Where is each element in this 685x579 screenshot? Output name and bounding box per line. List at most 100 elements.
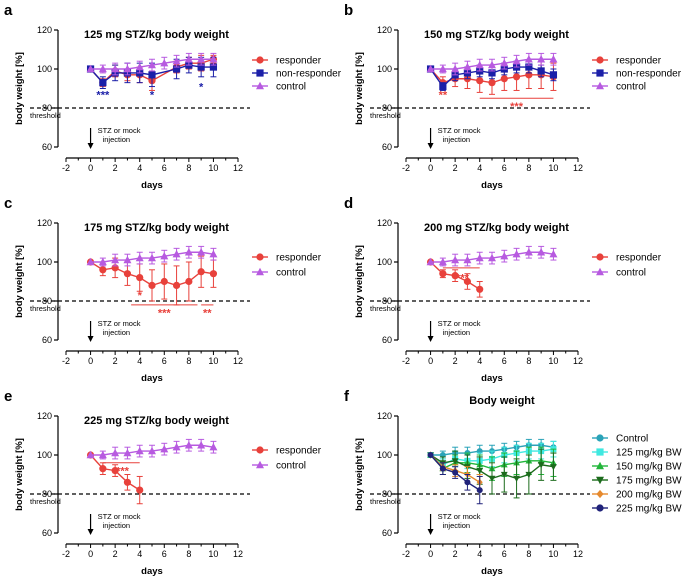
data-point — [476, 77, 484, 85]
data-point — [99, 266, 107, 274]
data-point — [513, 475, 520, 482]
data-point — [464, 479, 471, 486]
panel-letter: e — [4, 388, 12, 405]
chart-title: 125 mg STZ/kg body weight — [84, 29, 229, 41]
y-axis-label: body weight [%] — [14, 245, 25, 318]
data-point — [185, 277, 193, 286]
x-tick-label: 12 — [233, 356, 243, 366]
legend-label: control — [616, 268, 646, 279]
data-point — [439, 465, 446, 472]
legend-label: 125 mg/kg BW — [616, 448, 682, 459]
data-point — [488, 253, 496, 262]
x-tick-label: 10 — [208, 163, 218, 173]
legend-marker — [256, 56, 264, 64]
data-point — [111, 64, 120, 73]
data-point — [550, 464, 557, 471]
data-point — [438, 257, 447, 266]
data-point — [476, 487, 483, 494]
x-tick-label: -2 — [62, 163, 70, 173]
x-tick-label: 12 — [233, 163, 243, 173]
data-point — [148, 60, 156, 69]
series-control — [86, 245, 218, 267]
data-point — [463, 62, 472, 71]
legend-entry: 150 mg/kg BW — [592, 462, 682, 473]
x-tick-label: 0 — [428, 356, 433, 366]
data-point — [209, 270, 218, 278]
injection-label: injection — [443, 521, 471, 530]
series-225-mg-kg-bw — [427, 452, 483, 505]
legend-marker — [256, 446, 264, 454]
legend-label: control — [276, 268, 306, 279]
threshold-label: threshold — [370, 111, 401, 120]
panel-letter: a — [4, 2, 13, 19]
y-axis-label: body weight [%] — [14, 438, 25, 511]
y-tick-label: 100 — [37, 257, 52, 267]
legend-entry: control — [592, 268, 646, 279]
x-axis-label: days — [481, 180, 503, 191]
injection-label: injection — [103, 328, 131, 337]
data-point — [525, 471, 533, 479]
x-tick-label: 8 — [186, 356, 191, 366]
legend-label: responder — [276, 446, 322, 457]
chart-title: 150 mg STZ/kg body weight — [424, 29, 569, 41]
data-point — [197, 63, 205, 71]
data-point — [500, 75, 508, 83]
legend-entry: control — [252, 82, 306, 93]
legend-entry: responder — [252, 56, 322, 67]
legend-marker — [256, 253, 264, 261]
data-point — [524, 248, 533, 256]
legend-entry: responder — [592, 56, 662, 67]
data-point — [148, 446, 156, 455]
data-point — [135, 253, 144, 262]
legend-label: control — [276, 461, 306, 472]
x-tick-label: 4 — [137, 163, 142, 173]
data-point — [123, 255, 132, 264]
data-point — [537, 67, 545, 75]
data-point — [427, 452, 434, 458]
x-axis-label: days — [481, 373, 503, 384]
series-line — [90, 58, 214, 84]
data-point — [426, 64, 435, 73]
x-tick-label: -2 — [402, 549, 410, 559]
legend-marker — [596, 253, 604, 261]
legend-entry: non-responder — [252, 69, 342, 80]
legend-marker — [596, 56, 604, 64]
x-axis-label: days — [481, 566, 503, 577]
data-point — [160, 251, 169, 260]
x-tick-label: 8 — [186, 163, 191, 173]
data-point — [160, 58, 169, 67]
injection-label: STZ or mock — [98, 319, 141, 328]
data-point — [136, 274, 144, 282]
data-point — [99, 79, 107, 87]
data-point — [209, 63, 218, 71]
data-point — [451, 255, 460, 264]
y-tick-label: 120 — [37, 25, 52, 35]
data-point — [475, 253, 484, 262]
injection-label: STZ or mock — [438, 319, 481, 328]
x-tick-label: 12 — [573, 163, 583, 173]
y-axis-label: body weight [%] — [354, 52, 365, 125]
y-tick-label: 100 — [37, 64, 52, 74]
data-point — [172, 443, 181, 451]
significance-mark: * — [150, 89, 155, 101]
data-point — [209, 250, 218, 258]
x-axis-label: days — [141, 566, 163, 577]
threshold-label: threshold — [30, 497, 61, 506]
data-point — [197, 55, 206, 63]
x-tick-label: -2 — [62, 356, 70, 366]
data-point — [451, 458, 459, 465]
y-tick-label: 60 — [42, 528, 52, 538]
x-tick-label: 10 — [548, 549, 558, 559]
y-tick-label: 120 — [377, 218, 392, 228]
x-tick-label: 10 — [548, 163, 558, 173]
x-tick-label: 12 — [573, 549, 583, 559]
x-tick-label: 2 — [113, 163, 118, 173]
x-tick-label: 4 — [137, 356, 142, 366]
x-tick-label: 0 — [88, 163, 93, 173]
significance-mark: ** — [203, 308, 212, 320]
significance-mark: *** — [510, 101, 524, 113]
